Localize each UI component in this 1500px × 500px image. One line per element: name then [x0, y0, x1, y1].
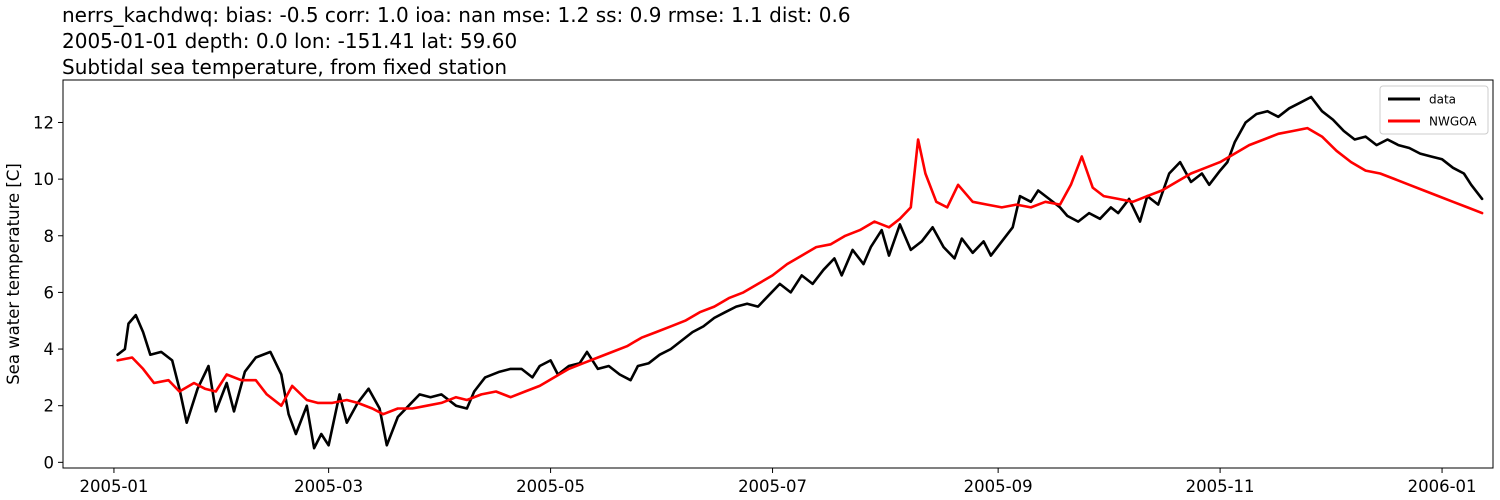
y-axis-label: Sea water temperature [C] [4, 163, 23, 385]
y-tick-label: 8 [44, 227, 55, 246]
x-tick-label: 2005-01 [79, 477, 148, 496]
title-line-1: nerrs_kachdwq: bias: -0.5 corr: 1.0 ioa:… [62, 3, 851, 27]
y-tick-label: 12 [33, 113, 54, 132]
x-tick-label: 2005-03 [294, 477, 363, 496]
x-tick-label: 2006-01 [1408, 477, 1477, 496]
title-line-2: 2005-01-01 depth: 0.0 lon: -151.41 lat: … [62, 29, 517, 53]
series-line-data [116, 95, 1484, 450]
legend-label-data: data [1429, 93, 1456, 107]
x-tick-label: 2005-07 [738, 477, 807, 496]
y-tick-label: 0 [44, 453, 55, 472]
y-tick-label: 6 [44, 283, 55, 302]
title-line-3: Subtidal sea temperature, from fixed sta… [62, 55, 507, 79]
y-axis: 0 2 4 6 8 10 12 [33, 113, 63, 472]
y-tick-label: 4 [44, 340, 55, 359]
x-tick-label: 2005-09 [964, 477, 1033, 496]
series-layer [116, 95, 1484, 450]
y-tick-label: 2 [44, 397, 55, 416]
legend: data NWGOA [1379, 85, 1489, 135]
x-tick-label: 2005-05 [516, 477, 585, 496]
x-tick-label: 2005-11 [1186, 477, 1255, 496]
series-line-nwgoa [116, 126, 1484, 416]
plot-frame [62, 79, 1494, 469]
chart-title: nerrs_kachdwq: bias: -0.5 corr: 1.0 ioa:… [62, 3, 851, 79]
y-tick-label: 10 [33, 170, 54, 189]
legend-label-nwgoa: NWGOA [1429, 115, 1477, 129]
x-axis: 2005-01 2005-03 2005-05 2005-07 2005-09 2005-… [79, 468, 1477, 496]
